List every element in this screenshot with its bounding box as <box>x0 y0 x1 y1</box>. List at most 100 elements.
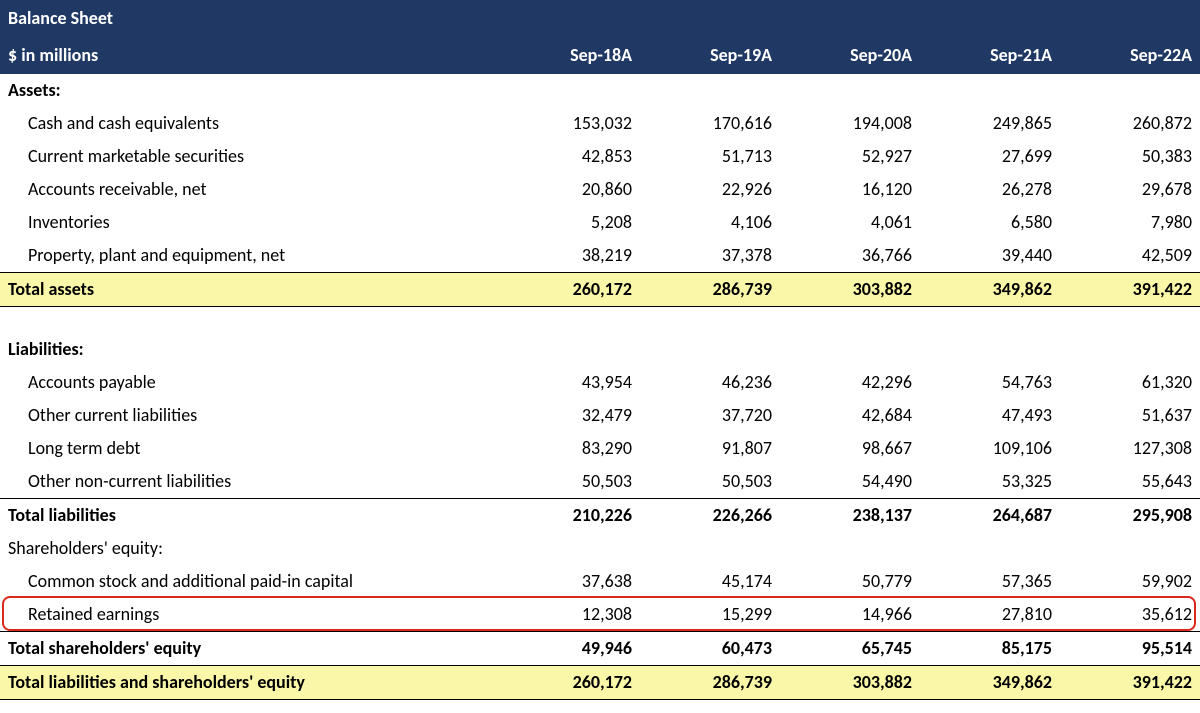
line-item-value: 37,720 <box>640 399 780 432</box>
line-item-value: 59,902 <box>1060 565 1200 598</box>
total-liabilities-value: 264,687 <box>920 498 1060 532</box>
line-item-value: 249,865 <box>920 107 1060 140</box>
assets-header-label: Assets: <box>0 74 500 107</box>
total-liab-equity-value: 349,862 <box>920 665 1060 699</box>
total-equity-value: 85,175 <box>920 631 1060 665</box>
period-col: Sep-21A <box>920 37 1060 74</box>
period-col: Sep-22A <box>1060 37 1200 74</box>
line-item-value: 42,684 <box>780 399 920 432</box>
line-item-value: 42,853 <box>500 140 640 173</box>
line-item-label: Cash and cash equivalents <box>0 107 500 140</box>
line-item-value: 42,296 <box>780 366 920 399</box>
line-item-label: Other non-current liabilities <box>0 465 500 499</box>
line-item-value: 20,860 <box>500 173 640 206</box>
line-item-value: 27,699 <box>920 140 1060 173</box>
total-assets-value: 260,172 <box>500 273 640 307</box>
line-item-value: 27,810 <box>920 598 1060 632</box>
line-item-row: Cash and cash equivalents153,032170,6161… <box>0 107 1200 140</box>
line-item-value: 98,667 <box>780 432 920 465</box>
line-item-row: Other current liabilities32,47937,72042,… <box>0 399 1200 432</box>
line-item-value: 42,509 <box>1060 239 1200 273</box>
line-item-value: 55,643 <box>1060 465 1200 499</box>
period-col: Sep-20A <box>780 37 920 74</box>
line-item-value: 83,290 <box>500 432 640 465</box>
total-liab-equity-value: 286,739 <box>640 665 780 699</box>
total-liabilities-label: Total liabilities <box>0 498 500 532</box>
line-item-value: 50,503 <box>640 465 780 499</box>
line-item-label: Common stock and additional paid-in capi… <box>0 565 500 598</box>
line-item-value: 14,966 <box>780 598 920 632</box>
line-item-value: 4,061 <box>780 206 920 239</box>
line-item-value: 127,308 <box>1060 432 1200 465</box>
line-item-label: Current marketable securities <box>0 140 500 173</box>
line-item-value: 50,503 <box>500 465 640 499</box>
line-item-value: 53,325 <box>920 465 1060 499</box>
total-liabilities-row: Total liabilities 210,226 226,266 238,13… <box>0 498 1200 532</box>
line-item-label: Inventories <box>0 206 500 239</box>
total-liab-equity-value: 391,422 <box>1060 665 1200 699</box>
line-item-row: Inventories5,2084,1064,0616,5807,980 <box>0 206 1200 239</box>
line-item-value: 16,120 <box>780 173 920 206</box>
line-item-row: Accounts receivable, net20,86022,92616,1… <box>0 173 1200 206</box>
sheet-title: Balance Sheet <box>0 0 500 37</box>
line-item-value: 6,580 <box>920 206 1060 239</box>
line-item-value: 37,638 <box>500 565 640 598</box>
line-item-value: 109,106 <box>920 432 1060 465</box>
total-assets-row: Total assets 260,172 286,739 303,882 349… <box>0 273 1200 307</box>
header-row-2: $ in millions Sep-18A Sep-19A Sep-20A Se… <box>0 37 1200 74</box>
line-item-value: 50,383 <box>1060 140 1200 173</box>
balance-sheet: Balance Sheet $ in millions Sep-18A Sep-… <box>0 0 1200 700</box>
balance-sheet-table: Balance Sheet $ in millions Sep-18A Sep-… <box>0 0 1200 700</box>
line-item-row: Retained earnings12,30815,29914,96627,81… <box>0 598 1200 632</box>
line-item-value: 91,807 <box>640 432 780 465</box>
total-equity-value: 60,473 <box>640 631 780 665</box>
line-item-row: Accounts payable43,95446,23642,29654,763… <box>0 366 1200 399</box>
line-item-value: 51,637 <box>1060 399 1200 432</box>
line-item-value: 4,106 <box>640 206 780 239</box>
total-liabilities-value: 226,266 <box>640 498 780 532</box>
spacer-row <box>0 307 1200 333</box>
line-item-value: 29,678 <box>1060 173 1200 206</box>
line-item-value: 51,713 <box>640 140 780 173</box>
line-item-value: 45,174 <box>640 565 780 598</box>
total-equity-label: Total shareholders' equity <box>0 631 500 665</box>
line-item-value: 5,208 <box>500 206 640 239</box>
line-item-row: Common stock and additional paid-in capi… <box>0 565 1200 598</box>
line-item-label: Retained earnings <box>0 598 500 632</box>
total-assets-label: Total assets <box>0 273 500 307</box>
line-item-row: Long term debt83,29091,80798,667109,1061… <box>0 432 1200 465</box>
line-item-value: 170,616 <box>640 107 780 140</box>
line-item-value: 39,440 <box>920 239 1060 273</box>
sheet-units: $ in millions <box>0 37 500 74</box>
header-row-1: Balance Sheet <box>0 0 1200 37</box>
line-item-value: 7,980 <box>1060 206 1200 239</box>
line-item-label: Accounts receivable, net <box>0 173 500 206</box>
line-item-value: 36,766 <box>780 239 920 273</box>
line-item-value: 260,872 <box>1060 107 1200 140</box>
total-equity-value: 95,514 <box>1060 631 1200 665</box>
assets-section-header: Assets: <box>0 74 1200 107</box>
line-item-value: 61,320 <box>1060 366 1200 399</box>
line-item-value: 15,299 <box>640 598 780 632</box>
period-col: Sep-18A <box>500 37 640 74</box>
total-liabilities-value: 238,137 <box>780 498 920 532</box>
line-item-row: Current marketable securities42,85351,71… <box>0 140 1200 173</box>
liabilities-header-label: Liabilities: <box>0 333 500 366</box>
line-item-row: Property, plant and equipment, net38,219… <box>0 239 1200 273</box>
total-assets-value: 303,882 <box>780 273 920 307</box>
total-liabilities-value: 295,908 <box>1060 498 1200 532</box>
line-item-value: 50,779 <box>780 565 920 598</box>
equity-header-label: Shareholders' equity: <box>0 532 500 565</box>
line-item-label: Property, plant and equipment, net <box>0 239 500 273</box>
line-item-value: 43,954 <box>500 366 640 399</box>
line-item-value: 47,493 <box>920 399 1060 432</box>
total-liab-equity-value: 260,172 <box>500 665 640 699</box>
total-assets-value: 349,862 <box>920 273 1060 307</box>
line-item-value: 32,479 <box>500 399 640 432</box>
line-item-value: 194,008 <box>780 107 920 140</box>
line-item-value: 153,032 <box>500 107 640 140</box>
line-item-value: 57,365 <box>920 565 1060 598</box>
line-item-label: Long term debt <box>0 432 500 465</box>
line-item-value: 12,308 <box>500 598 640 632</box>
line-item-value: 38,219 <box>500 239 640 273</box>
